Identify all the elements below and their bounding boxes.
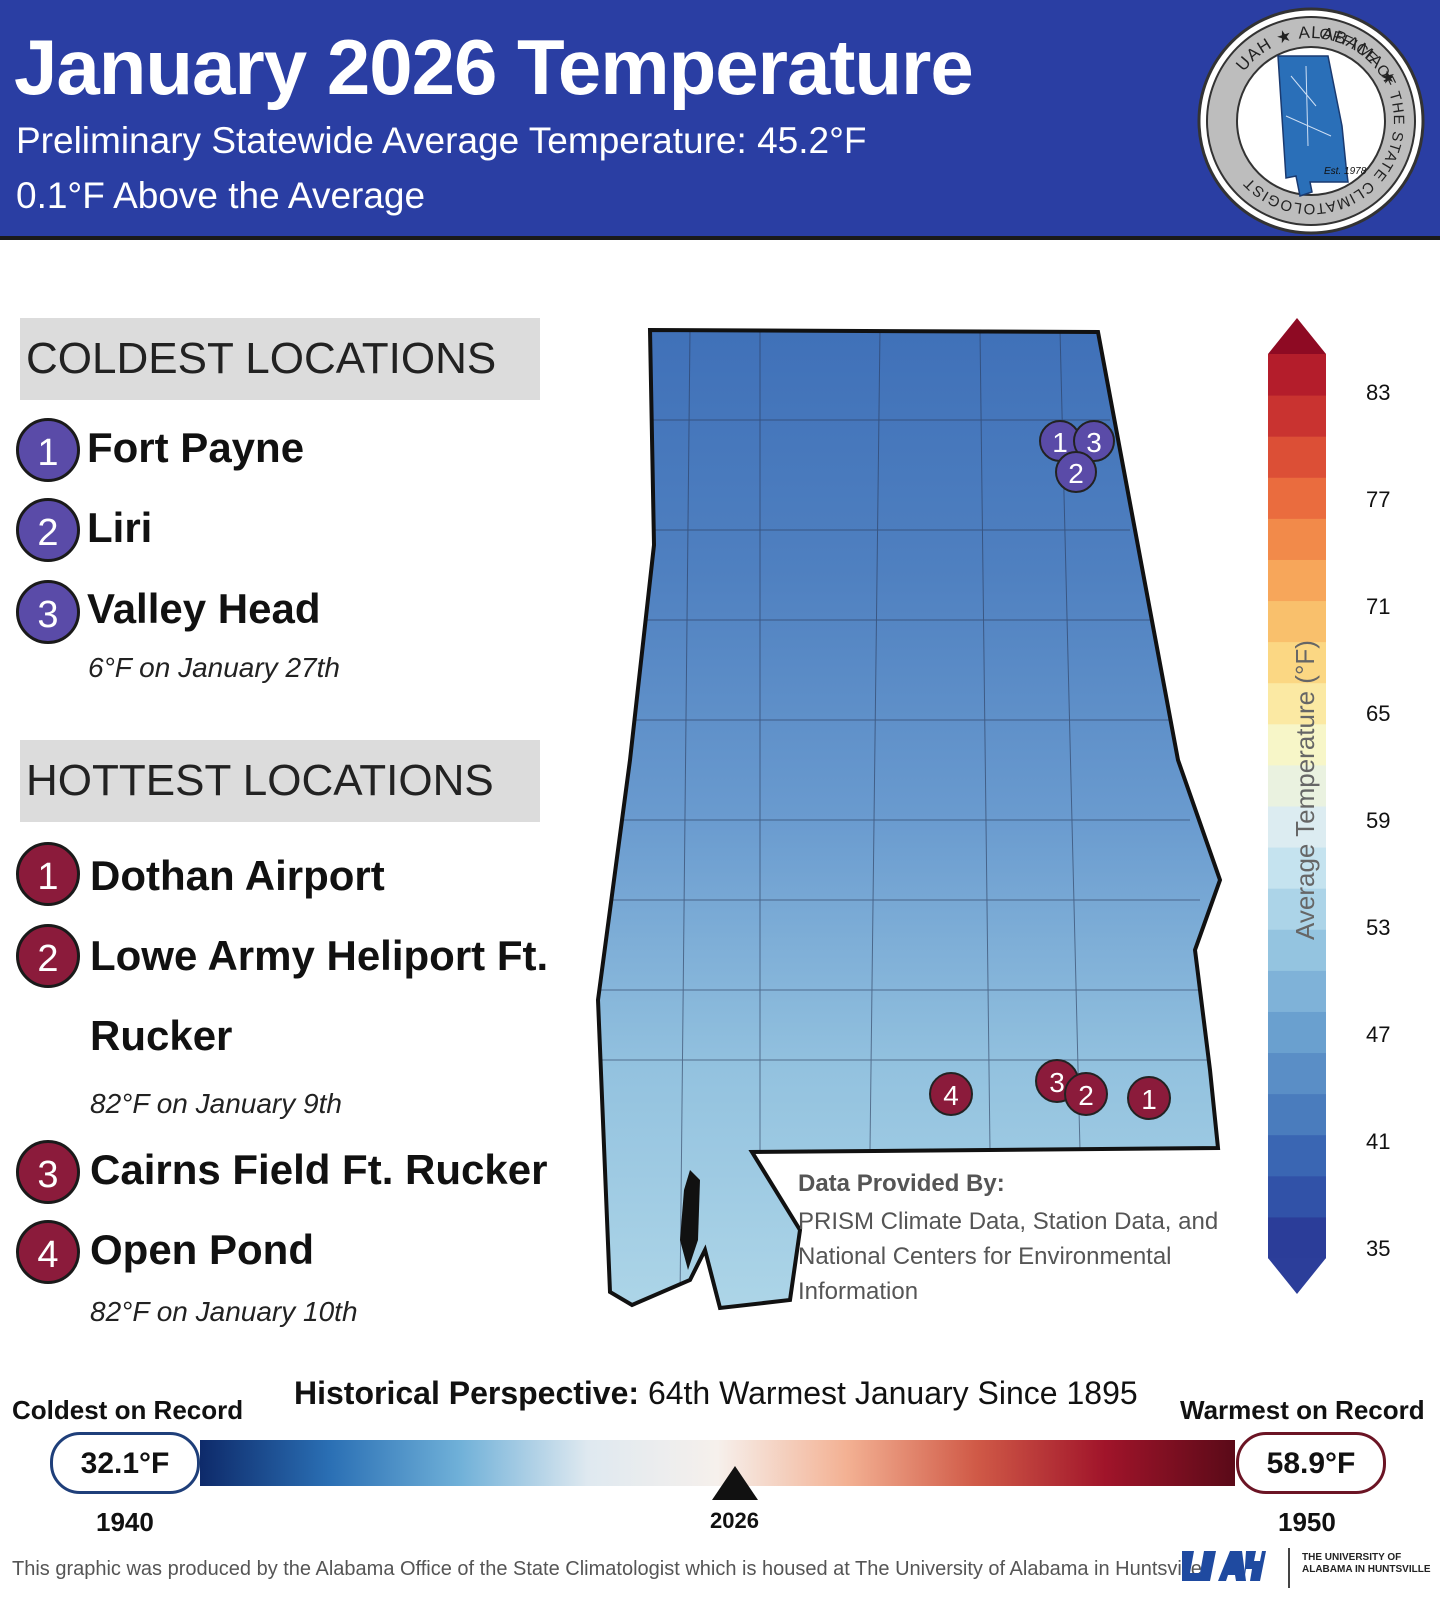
page-title: January 2026 Temperature xyxy=(14,23,974,111)
hottest-note-1: 82°F on January 9th xyxy=(90,1088,342,1119)
historical-perspective: Historical Perspective: 64th Warmest Jan… xyxy=(294,1375,1138,1412)
legend-band xyxy=(1268,682,1326,725)
cold-marker-3 xyxy=(1073,420,1115,462)
legend-band xyxy=(1268,847,1326,889)
coldest-location-3: Valley Head xyxy=(87,585,321,632)
legend-band xyxy=(1268,1052,1326,1095)
svg-text:Est. 1978: Est. 1978 xyxy=(1324,166,1367,177)
hot-marker-1 xyxy=(1127,1076,1171,1120)
cold-marker-2 xyxy=(1055,451,1097,493)
warmest-record-value: 58.9°F xyxy=(1236,1432,1386,1494)
legend-band xyxy=(1268,970,1326,1012)
legend-band xyxy=(1268,1011,1326,1054)
coldest-location-1: Fort Payne xyxy=(87,424,305,471)
hot-marker-3-label: 3 xyxy=(1049,1067,1065,1098)
coldest-rank-2-badge: 2 xyxy=(16,498,80,562)
state-climatologist-seal-logo: UAH ★ ALABAMA ★ OFFICE OF THE STATE CLIM… xyxy=(1197,7,1425,235)
hottest-rank-3-badge: 3 xyxy=(16,1140,80,1204)
hottest-location-3: Cairns Field Ft. Rucker xyxy=(90,1146,548,1193)
coldest-record-value: 32.1°F xyxy=(50,1432,200,1494)
legend-tick-59: 59 xyxy=(1366,808,1391,833)
hottest-rank-4-badge: 4 xyxy=(16,1220,80,1284)
hot-marker-2 xyxy=(1064,1072,1108,1116)
uah-name-line2: ALABAMA IN HUNTSVILLE xyxy=(1302,1564,1431,1575)
cold-marker-2-label: 2 xyxy=(1068,458,1084,489)
coldest-rank-1-badge: 1 xyxy=(16,418,80,482)
coldest-location-2: Liri xyxy=(87,504,153,551)
uah-name: THE UNIVERSITY OF ALABAMA IN HUNTSVILLE xyxy=(1302,1552,1431,1576)
coldest-rank-3-badge: 3 xyxy=(16,580,80,644)
hottest-note-2: 82°F on January 10th xyxy=(90,1296,358,1327)
uah-logo xyxy=(1182,1551,1266,1581)
footer-credit: This graphic was produced by the Alabama… xyxy=(12,1558,1202,1580)
legend-tick-83: 83 xyxy=(1366,380,1391,405)
legend-band xyxy=(1268,477,1326,519)
coldest-locations-heading: COLDEST LOCATIONS xyxy=(20,318,540,400)
warmest-record-year: 1950 xyxy=(1278,1507,1336,1537)
header-banner: January 2026 Temperature Preliminary Sta… xyxy=(0,0,1440,240)
data-credit-heading: Data Provided By: xyxy=(798,1170,1005,1197)
hottest-rank-2-badge: 2 xyxy=(16,924,80,988)
data-credit-body: PRISM Climate Data, Station Data, and Na… xyxy=(798,1208,1219,1305)
legend-band xyxy=(1268,1093,1326,1136)
hottest-location-2: Lowe Army Heliport Ft. xyxy=(90,932,549,979)
legend-tick-65: 65 xyxy=(1366,701,1391,726)
anomaly-text: 0.1°F Above the Average xyxy=(16,175,426,216)
legend-band xyxy=(1268,436,1326,478)
legend-band xyxy=(1268,929,1326,971)
legend-band xyxy=(1268,354,1326,396)
uah-name-line1: THE UNIVERSITY OF xyxy=(1302,1552,1402,1563)
legend-band xyxy=(1268,1175,1326,1218)
legend-band xyxy=(1268,518,1326,560)
coldest-record-year: 1940 xyxy=(96,1507,154,1537)
legend-tick-41: 41 xyxy=(1366,1129,1391,1154)
legend-tick-47: 47 xyxy=(1366,1022,1391,1047)
current-year-marker-icon xyxy=(712,1466,758,1500)
legend-band xyxy=(1268,888,1326,930)
statewide-average: Preliminary Statewide Average Temperatur… xyxy=(16,120,867,161)
hot-marker-1-label: 1 xyxy=(1141,1084,1157,1115)
legend-band xyxy=(1268,764,1326,807)
mobile-bay xyxy=(680,1170,700,1270)
legend-title: Average Temperature (°F) xyxy=(1290,640,1320,940)
legend-band xyxy=(1268,723,1326,766)
legend-tick-71: 71 xyxy=(1366,594,1391,619)
legend-tick-53: 53 xyxy=(1366,915,1391,940)
footer-divider xyxy=(1288,1548,1290,1588)
hottest-location-2-continued: Rucker xyxy=(90,1012,233,1059)
current-year-label: 2026 xyxy=(710,1508,759,1533)
coldest-on-record-label: Coldest on Record xyxy=(12,1395,244,1425)
state-outline xyxy=(595,327,1223,1311)
hot-marker-4 xyxy=(929,1072,973,1116)
legend-band xyxy=(1268,600,1326,643)
cold-marker-3-label: 3 xyxy=(1086,427,1102,458)
hottest-location-4: Open Pond xyxy=(90,1226,314,1273)
hot-marker-2-label: 2 xyxy=(1078,1080,1094,1111)
cold-marker-1-label: 1 xyxy=(1052,427,1068,458)
alabama-temperature-map: 1 3 2 4 3 2 1 xyxy=(595,327,1223,1311)
legend-band xyxy=(1268,806,1326,848)
warmest-on-record-label: Warmest on Record xyxy=(1180,1395,1425,1425)
legend-tick-35: 35 xyxy=(1366,1236,1391,1261)
hottest-rank-1-badge: 1 xyxy=(16,842,80,906)
legend-band xyxy=(1268,1134,1326,1177)
historical-perspective-label: Historical Perspective: xyxy=(294,1375,640,1411)
hot-marker-4-label: 4 xyxy=(943,1080,959,1111)
temperature-color-legend xyxy=(1268,318,1326,1294)
legend-tick-77: 77 xyxy=(1366,487,1391,512)
legend-band xyxy=(1268,1216,1326,1259)
legend-band xyxy=(1268,641,1326,684)
hottest-location-1: Dothan Airport xyxy=(90,852,385,899)
historical-perspective-value: 64th Warmest January Since 1895 xyxy=(647,1375,1138,1411)
hottest-locations-heading: HOTTEST LOCATIONS xyxy=(20,740,540,822)
legend-band xyxy=(1268,395,1326,437)
legend-band xyxy=(1268,559,1326,602)
coldest-note: 6°F on January 27th xyxy=(88,652,340,683)
